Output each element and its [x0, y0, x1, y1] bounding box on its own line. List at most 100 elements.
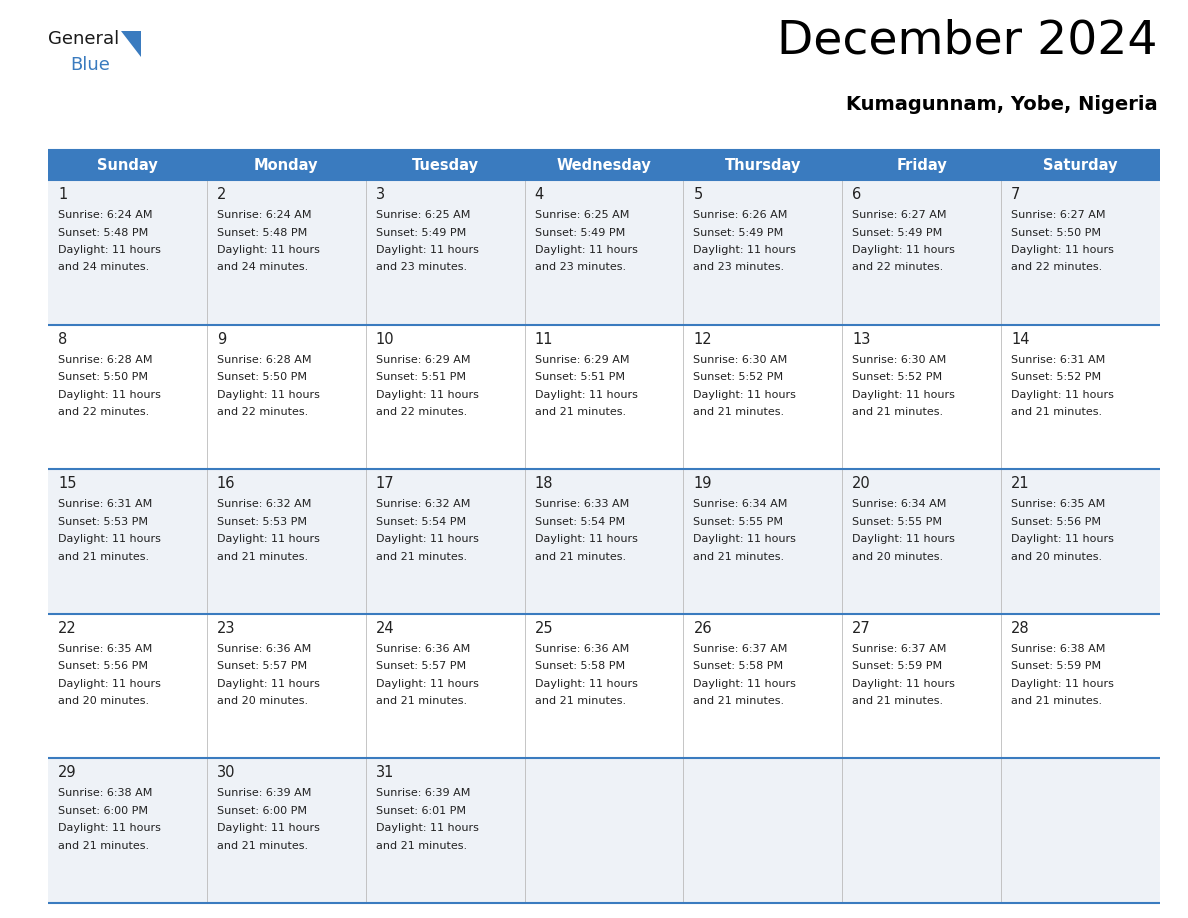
Text: 13: 13	[852, 331, 871, 347]
Text: Sunset: 5:53 PM: Sunset: 5:53 PM	[58, 517, 148, 527]
Text: 29: 29	[58, 766, 76, 780]
Text: and 21 minutes.: and 21 minutes.	[852, 696, 943, 706]
Text: and 21 minutes.: and 21 minutes.	[217, 552, 308, 562]
Text: 10: 10	[375, 331, 394, 347]
Text: 9: 9	[217, 331, 226, 347]
Text: 16: 16	[217, 476, 235, 491]
Text: 5: 5	[694, 187, 702, 202]
Text: Sunrise: 6:38 AM: Sunrise: 6:38 AM	[1011, 644, 1106, 654]
Text: Sunrise: 6:25 AM: Sunrise: 6:25 AM	[535, 210, 628, 220]
Text: Sunrise: 6:37 AM: Sunrise: 6:37 AM	[694, 644, 788, 654]
Text: 17: 17	[375, 476, 394, 491]
Text: Sunrise: 6:30 AM: Sunrise: 6:30 AM	[694, 354, 788, 364]
Text: Tuesday: Tuesday	[412, 158, 479, 173]
Text: 4: 4	[535, 187, 544, 202]
Text: Sunrise: 6:28 AM: Sunrise: 6:28 AM	[217, 354, 311, 364]
Text: General: General	[48, 30, 119, 48]
Text: and 20 minutes.: and 20 minutes.	[852, 552, 943, 562]
Text: and 21 minutes.: and 21 minutes.	[1011, 696, 1102, 706]
Text: Sunset: 5:53 PM: Sunset: 5:53 PM	[217, 517, 307, 527]
Text: Sunrise: 6:24 AM: Sunrise: 6:24 AM	[217, 210, 311, 220]
Text: Daylight: 11 hours: Daylight: 11 hours	[375, 678, 479, 688]
Text: Sunrise: 6:29 AM: Sunrise: 6:29 AM	[535, 354, 630, 364]
Text: and 22 minutes.: and 22 minutes.	[852, 263, 943, 273]
Text: Thursday: Thursday	[725, 158, 801, 173]
Text: Sunrise: 6:25 AM: Sunrise: 6:25 AM	[375, 210, 470, 220]
Text: Sunrise: 6:29 AM: Sunrise: 6:29 AM	[375, 354, 470, 364]
Text: Sunset: 5:56 PM: Sunset: 5:56 PM	[1011, 517, 1101, 527]
Text: Daylight: 11 hours: Daylight: 11 hours	[217, 823, 320, 834]
Text: and 21 minutes.: and 21 minutes.	[375, 696, 467, 706]
Text: 24: 24	[375, 621, 394, 636]
Text: 31: 31	[375, 766, 394, 780]
Text: Daylight: 11 hours: Daylight: 11 hours	[535, 245, 638, 255]
Text: and 22 minutes.: and 22 minutes.	[58, 407, 150, 417]
Text: Daylight: 11 hours: Daylight: 11 hours	[852, 678, 955, 688]
Text: Blue: Blue	[70, 56, 109, 74]
Text: Daylight: 11 hours: Daylight: 11 hours	[1011, 389, 1114, 399]
Text: Sunset: 5:48 PM: Sunset: 5:48 PM	[58, 228, 148, 238]
Text: and 20 minutes.: and 20 minutes.	[217, 696, 308, 706]
Text: Sunrise: 6:26 AM: Sunrise: 6:26 AM	[694, 210, 788, 220]
Text: 12: 12	[694, 331, 712, 347]
Bar	[48, 180, 1159, 325]
Text: Sunrise: 6:31 AM: Sunrise: 6:31 AM	[58, 499, 152, 509]
Text: Daylight: 11 hours: Daylight: 11 hours	[217, 534, 320, 544]
Text: Sunset: 5:56 PM: Sunset: 5:56 PM	[58, 661, 148, 671]
Text: Sunset: 6:01 PM: Sunset: 6:01 PM	[375, 806, 466, 816]
Text: Daylight: 11 hours: Daylight: 11 hours	[375, 389, 479, 399]
Bar	[48, 325, 1159, 469]
Text: 28: 28	[1011, 621, 1030, 636]
Text: Sunset: 5:55 PM: Sunset: 5:55 PM	[852, 517, 942, 527]
Text: 26: 26	[694, 621, 712, 636]
Text: Sunrise: 6:27 AM: Sunrise: 6:27 AM	[1011, 210, 1106, 220]
Text: Sunrise: 6:34 AM: Sunrise: 6:34 AM	[852, 499, 947, 509]
Text: and 21 minutes.: and 21 minutes.	[535, 696, 626, 706]
Text: Sunrise: 6:39 AM: Sunrise: 6:39 AM	[375, 789, 470, 799]
Text: 22: 22	[58, 621, 77, 636]
Text: Sunset: 5:51 PM: Sunset: 5:51 PM	[375, 372, 466, 382]
Text: Sunrise: 6:38 AM: Sunrise: 6:38 AM	[58, 789, 152, 799]
Text: Daylight: 11 hours: Daylight: 11 hours	[694, 678, 796, 688]
Text: Daylight: 11 hours: Daylight: 11 hours	[535, 678, 638, 688]
Text: Sunset: 6:00 PM: Sunset: 6:00 PM	[217, 806, 307, 816]
Text: Sunset: 5:54 PM: Sunset: 5:54 PM	[535, 517, 625, 527]
Text: Daylight: 11 hours: Daylight: 11 hours	[535, 534, 638, 544]
Text: Sunday: Sunday	[97, 158, 158, 173]
Bar	[48, 758, 1159, 903]
Text: Sunset: 5:50 PM: Sunset: 5:50 PM	[217, 372, 307, 382]
Text: 30: 30	[217, 766, 235, 780]
Text: Sunset: 5:48 PM: Sunset: 5:48 PM	[217, 228, 308, 238]
Text: Sunset: 5:59 PM: Sunset: 5:59 PM	[852, 661, 942, 671]
Text: Sunset: 5:57 PM: Sunset: 5:57 PM	[217, 661, 307, 671]
Text: Sunset: 5:55 PM: Sunset: 5:55 PM	[694, 517, 783, 527]
Text: 8: 8	[58, 331, 68, 347]
Text: 21: 21	[1011, 476, 1030, 491]
Text: and 21 minutes.: and 21 minutes.	[535, 407, 626, 417]
Text: and 21 minutes.: and 21 minutes.	[694, 552, 784, 562]
Text: Daylight: 11 hours: Daylight: 11 hours	[375, 534, 479, 544]
Text: Sunset: 5:52 PM: Sunset: 5:52 PM	[1011, 372, 1101, 382]
Text: 18: 18	[535, 476, 554, 491]
Text: Sunset: 5:50 PM: Sunset: 5:50 PM	[1011, 228, 1101, 238]
Text: Sunset: 5:54 PM: Sunset: 5:54 PM	[375, 517, 466, 527]
Text: Sunset: 5:57 PM: Sunset: 5:57 PM	[375, 661, 466, 671]
Text: Sunrise: 6:32 AM: Sunrise: 6:32 AM	[375, 499, 470, 509]
Text: Daylight: 11 hours: Daylight: 11 hours	[694, 534, 796, 544]
Text: and 24 minutes.: and 24 minutes.	[217, 263, 308, 273]
Text: Sunset: 5:49 PM: Sunset: 5:49 PM	[852, 228, 942, 238]
Text: and 21 minutes.: and 21 minutes.	[217, 841, 308, 851]
Text: Sunset: 5:49 PM: Sunset: 5:49 PM	[694, 228, 784, 238]
Text: Sunrise: 6:27 AM: Sunrise: 6:27 AM	[852, 210, 947, 220]
Text: Sunset: 5:49 PM: Sunset: 5:49 PM	[535, 228, 625, 238]
Text: and 20 minutes.: and 20 minutes.	[58, 696, 150, 706]
Text: Sunset: 5:59 PM: Sunset: 5:59 PM	[1011, 661, 1101, 671]
Text: and 21 minutes.: and 21 minutes.	[58, 552, 150, 562]
Text: and 23 minutes.: and 23 minutes.	[375, 263, 467, 273]
Text: Sunset: 5:58 PM: Sunset: 5:58 PM	[535, 661, 625, 671]
Text: December 2024: December 2024	[777, 18, 1158, 63]
Text: Daylight: 11 hours: Daylight: 11 hours	[375, 823, 479, 834]
Text: Sunrise: 6:35 AM: Sunrise: 6:35 AM	[1011, 499, 1105, 509]
Text: Daylight: 11 hours: Daylight: 11 hours	[58, 534, 160, 544]
Text: Sunrise: 6:35 AM: Sunrise: 6:35 AM	[58, 644, 152, 654]
